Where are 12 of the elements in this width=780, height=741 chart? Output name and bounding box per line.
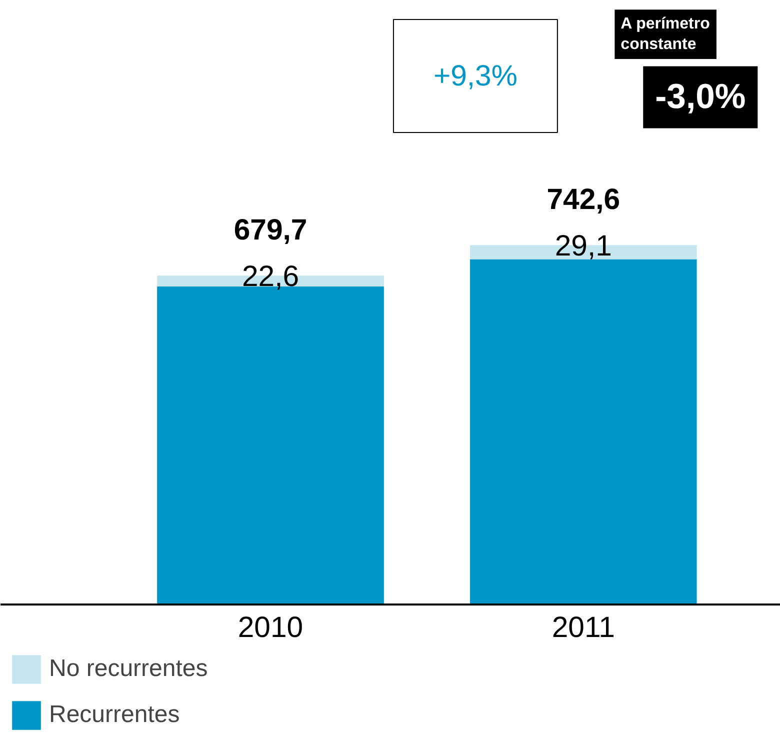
text: A perímetro constante <box>620 16 710 53</box>
text: +9,3% <box>433 60 518 93</box>
data-label: 22,6 <box>242 260 300 294</box>
x-tick-label: 2011 <box>552 610 615 644</box>
x-tick-label: 2010 <box>238 610 304 644</box>
bar <box>470 259 697 605</box>
total-label: 679,7 <box>234 214 308 247</box>
legend-label: Recurrentes <box>49 701 180 729</box>
total-label: 742,6 <box>546 183 620 216</box>
legend-label: No recurrentes <box>49 655 208 683</box>
text: -3,0% <box>655 78 746 116</box>
data-label: 29,1 <box>554 230 612 263</box>
